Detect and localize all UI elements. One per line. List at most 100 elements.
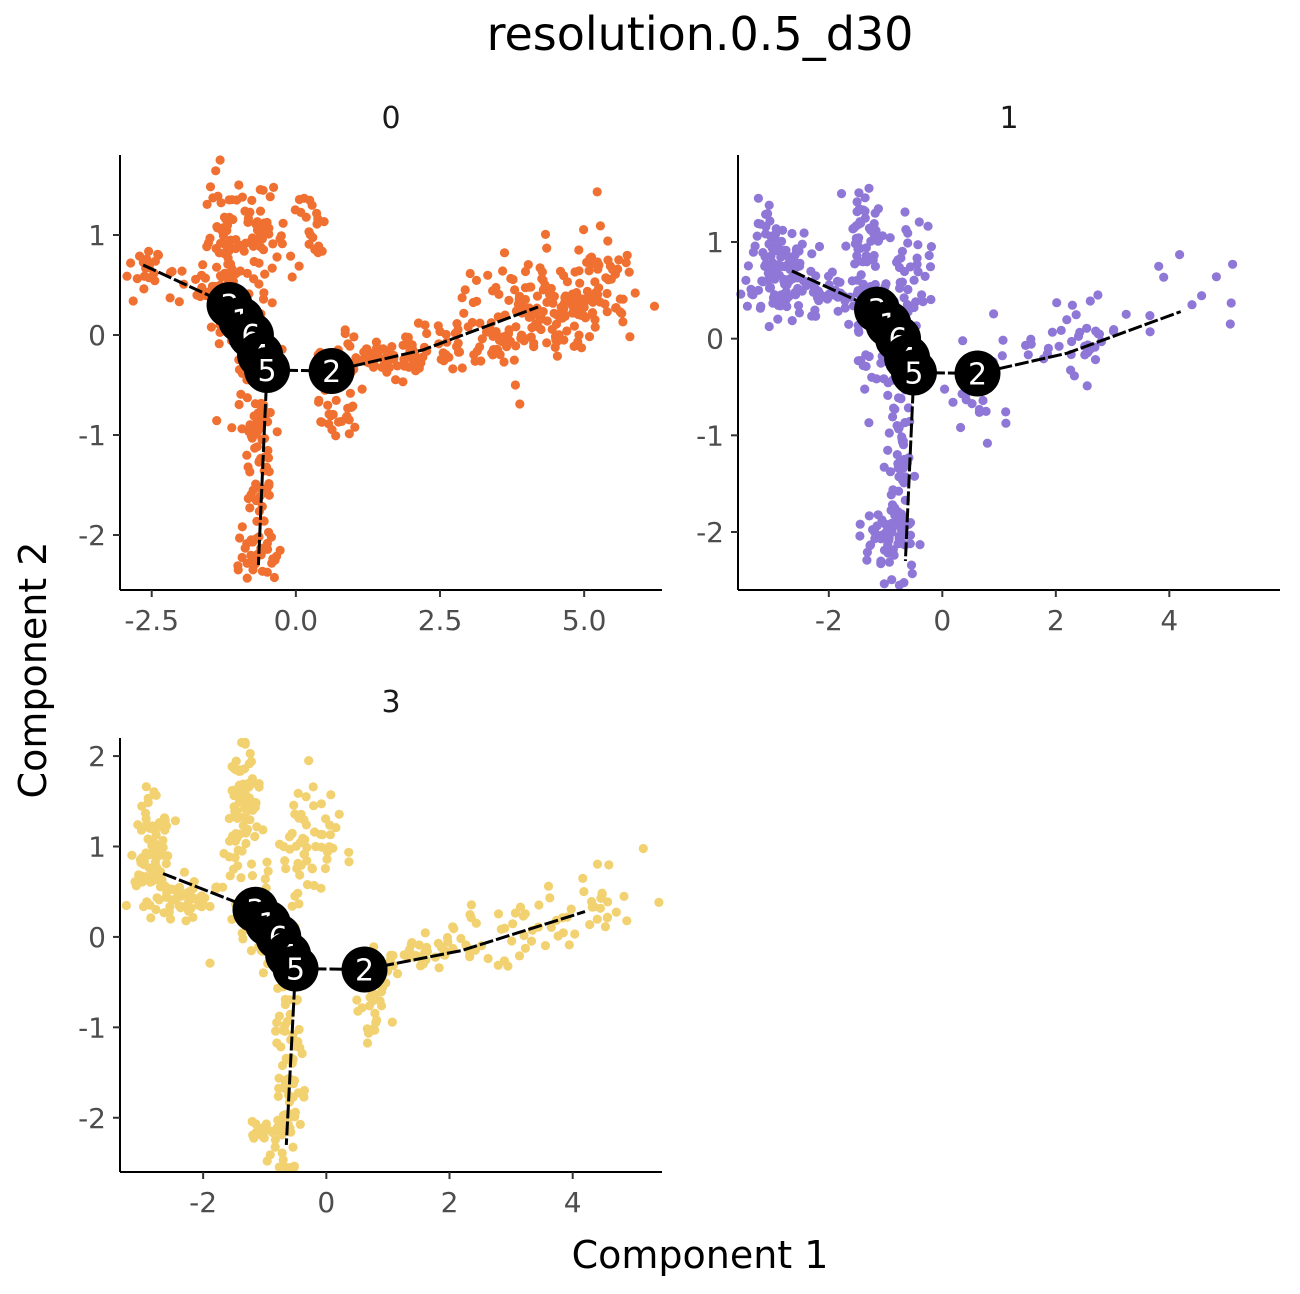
data-point	[245, 467, 255, 477]
data-point	[243, 493, 253, 504]
data-point	[167, 266, 177, 277]
data-point	[242, 268, 252, 278]
data-point	[295, 870, 305, 880]
data-point	[876, 556, 886, 566]
data-point	[879, 545, 890, 555]
data-point	[181, 916, 191, 926]
data-point	[323, 400, 333, 410]
data-point	[130, 877, 140, 887]
data-point	[350, 422, 360, 432]
data-point	[287, 901, 297, 911]
data-point	[555, 266, 566, 276]
data-point	[789, 256, 799, 266]
data-point	[827, 267, 837, 277]
data-point	[508, 919, 518, 929]
data-point	[600, 922, 611, 932]
data-point	[899, 578, 909, 588]
data-point	[913, 267, 923, 277]
data-point	[477, 334, 487, 344]
data-point	[833, 306, 843, 316]
data-point	[475, 318, 485, 328]
data-point	[575, 278, 585, 288]
data-point	[314, 241, 324, 251]
data-point	[885, 233, 895, 243]
data-point	[1062, 315, 1072, 325]
data-point	[514, 951, 525, 961]
data-point	[247, 433, 257, 443]
data-point	[864, 223, 875, 233]
x-tick-label: 0	[933, 604, 951, 637]
data-point	[558, 928, 568, 938]
data-point	[272, 1038, 282, 1048]
data-point	[883, 445, 893, 455]
y-tick-label: 0	[88, 319, 106, 352]
data-point	[265, 1150, 275, 1160]
data-point	[352, 995, 362, 1005]
x-tick-label: 4	[564, 1186, 582, 1219]
data-point	[858, 257, 868, 267]
data-point	[286, 251, 296, 261]
facet-strip-label: 3	[381, 685, 400, 720]
data-point	[887, 575, 897, 585]
data-point	[1023, 350, 1033, 360]
data-point	[602, 288, 612, 299]
data-point	[883, 390, 893, 400]
data-point	[392, 969, 403, 979]
data-point	[278, 1155, 288, 1165]
data-point	[312, 219, 322, 229]
data-point	[235, 533, 245, 543]
data-point	[459, 308, 469, 318]
y-tick-label: 0	[706, 323, 724, 356]
data-point	[618, 294, 628, 304]
data-point	[287, 829, 297, 839]
branch-node-marker	[272, 945, 319, 992]
data-point	[227, 423, 237, 433]
data-point	[854, 188, 864, 198]
data-point	[251, 1127, 261, 1137]
data-point	[217, 226, 227, 236]
data-point	[840, 303, 850, 313]
data-point	[578, 873, 588, 884]
y-tick-label: -2	[78, 1102, 106, 1135]
data-point	[391, 375, 401, 385]
data-point	[542, 243, 552, 253]
data-point	[244, 793, 255, 803]
data-point	[149, 268, 159, 278]
data-point	[260, 874, 270, 884]
data-point	[887, 520, 897, 531]
data-point	[864, 183, 874, 193]
data-point	[293, 888, 303, 898]
data-point	[873, 510, 883, 520]
data-point	[854, 204, 865, 214]
data-point	[579, 225, 589, 235]
data-point	[581, 295, 591, 306]
data-point	[250, 831, 260, 842]
data-point	[847, 276, 857, 286]
y-tick-label: -2	[696, 516, 724, 549]
data-point	[251, 219, 261, 229]
data-point	[593, 290, 603, 300]
data-point	[925, 262, 936, 272]
data-point	[483, 270, 493, 280]
data-point	[864, 511, 874, 521]
data-point	[505, 336, 515, 346]
data-point	[128, 296, 138, 306]
data-point	[758, 277, 768, 287]
data-point	[256, 398, 266, 408]
data-point	[147, 824, 157, 834]
data-point	[899, 463, 909, 473]
data-point	[926, 242, 937, 252]
branch-node-2: 2	[954, 350, 1001, 397]
data-point	[499, 357, 509, 367]
data-point	[520, 909, 530, 919]
data-point	[133, 820, 143, 830]
data-point	[420, 928, 430, 938]
data-point	[271, 1026, 281, 1036]
trajectory-line	[913, 310, 1182, 376]
data-point	[899, 293, 909, 303]
data-point	[240, 739, 250, 749]
data-point	[1159, 272, 1169, 282]
data-point	[245, 748, 255, 759]
data-point	[777, 300, 787, 310]
x-tick-label: 4	[1160, 604, 1178, 637]
